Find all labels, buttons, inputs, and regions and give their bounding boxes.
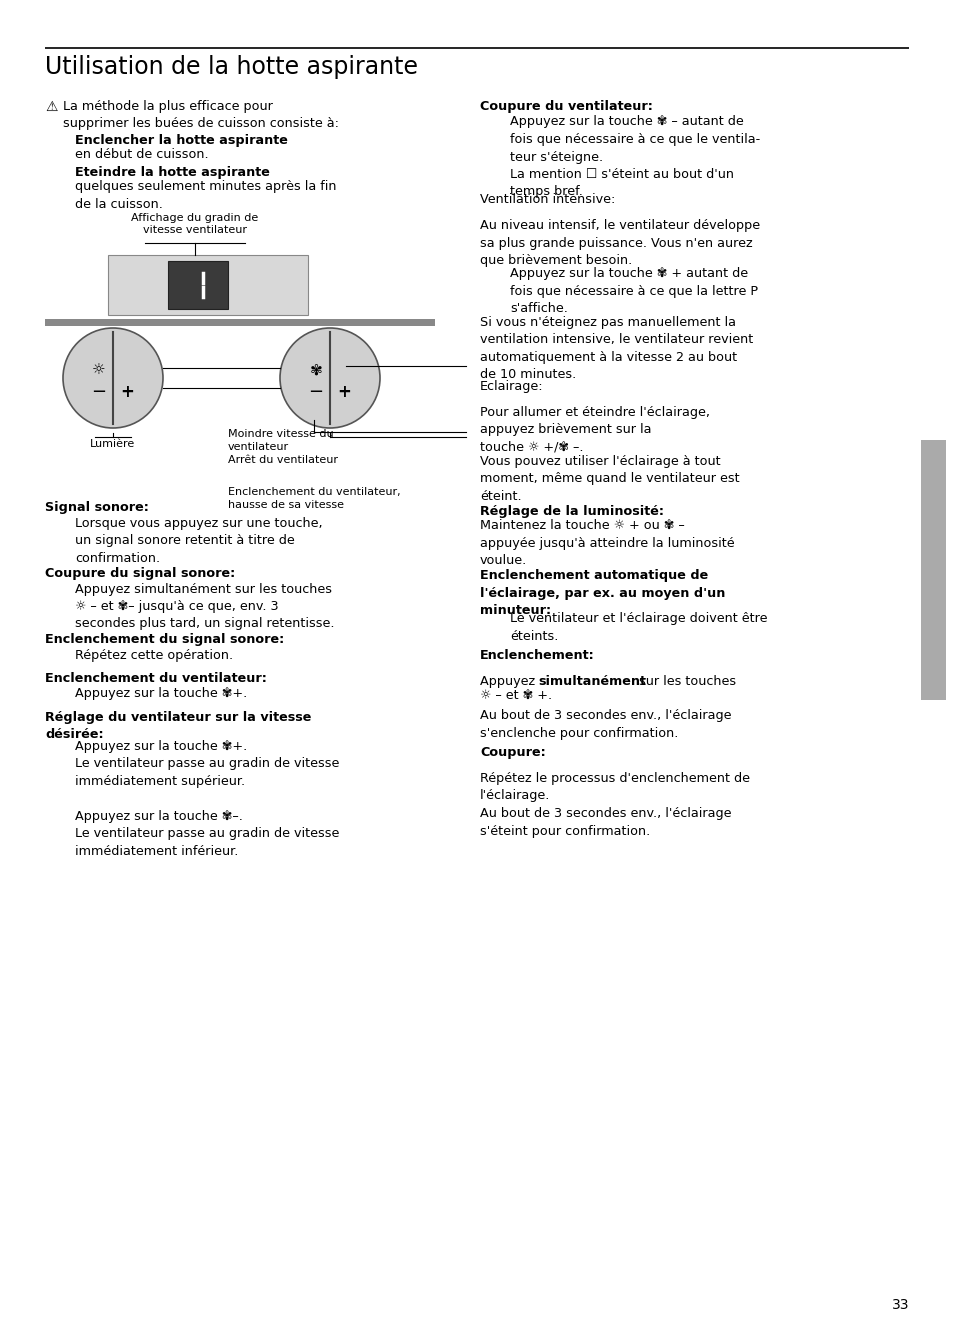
Text: ✾: ✾: [310, 362, 322, 378]
Text: simultanément: simultanément: [537, 675, 645, 688]
Text: Lorsque vous appuyez sur une touche,
un signal sonore retentit à titre de
confir: Lorsque vous appuyez sur une touche, un …: [75, 517, 322, 565]
Text: Appuyez sur la touche ✾+.: Appuyez sur la touche ✾+.: [75, 687, 247, 700]
Text: sur les touches: sur les touches: [635, 675, 736, 688]
Text: Enclenchement du ventilateur,
hausse de sa vitesse: Enclenchement du ventilateur, hausse de …: [228, 487, 400, 509]
Text: Eteindre la hotte aspirante: Eteindre la hotte aspirante: [75, 166, 270, 179]
Text: ☼ – et ✾ +.: ☼ – et ✾ +.: [479, 690, 552, 701]
Text: Pour allumer et éteindre l'éclairage,
appuyez brièvement sur la
touche ☼ +/✾ –.: Pour allumer et éteindre l'éclairage, ap…: [479, 406, 709, 453]
Text: 33: 33: [890, 1298, 908, 1311]
Bar: [168, 261, 228, 309]
Text: Affichage du gradin de
vitesse ventilateur: Affichage du gradin de vitesse ventilate…: [132, 213, 258, 236]
Text: Réglage de la luminosité:: Réglage de la luminosité:: [479, 505, 663, 518]
Circle shape: [280, 328, 379, 428]
Text: Vous pouvez utiliser l'éclairage à tout
moment, même quand le ventilateur est
ét: Vous pouvez utiliser l'éclairage à tout …: [479, 455, 739, 503]
Text: +: +: [336, 383, 351, 400]
Text: Répétez le processus d'enclenchement de
l'éclairage.: Répétez le processus d'enclenchement de …: [479, 772, 749, 802]
Text: Enclenchement:: Enclenchement:: [479, 648, 594, 662]
Text: Enclenchement automatique de
l'éclairage, par ex. au moyen d'un
minuteur:: Enclenchement automatique de l'éclairage…: [479, 569, 724, 617]
Text: Au bout de 3 secondes env., l'éclairage
s'éteint pour confirmation.: Au bout de 3 secondes env., l'éclairage …: [479, 808, 731, 838]
Text: Coupure du ventilateur:: Coupure du ventilateur:: [479, 99, 652, 113]
Text: Signal sonore:: Signal sonore:: [45, 501, 149, 514]
Circle shape: [63, 328, 163, 428]
Text: Appuyez sur la touche ✾+.
Le ventilateur passe au gradin de vitesse
immédiatemen: Appuyez sur la touche ✾+. Le ventilateur…: [75, 740, 339, 858]
Text: quelques seulement minutes après la fin
de la cuisson.: quelques seulement minutes après la fin …: [75, 180, 336, 211]
Text: en début de cuisson.: en début de cuisson.: [75, 149, 209, 160]
Text: La méthode la plus efficace pour
supprimer les buées de cuisson consiste à:: La méthode la plus efficace pour supprim…: [63, 99, 338, 130]
Text: Enclenchement du signal sonore:: Enclenchement du signal sonore:: [45, 633, 284, 646]
Text: Répétez cette opération.: Répétez cette opération.: [75, 648, 233, 662]
Text: Utilisation de la hotte aspirante: Utilisation de la hotte aspirante: [45, 54, 417, 80]
Text: Appuyez simultanément sur les touches
☼ – et ✾– jusqu'à ce que, env. 3
secondes : Appuyez simultanément sur les touches ☼ …: [75, 582, 335, 630]
Text: −: −: [91, 383, 107, 400]
Text: ☼: ☼: [92, 362, 106, 378]
Text: Moindre vitesse du
ventilateur
Arrêt du ventilateur: Moindre vitesse du ventilateur Arrêt du …: [228, 430, 337, 464]
Text: Enclencher la hotte aspirante: Enclencher la hotte aspirante: [75, 134, 288, 147]
Text: Réglage du ventilateur sur la vitesse
désirée:: Réglage du ventilateur sur la vitesse dé…: [45, 711, 311, 741]
Text: Coupure du signal sonore:: Coupure du signal sonore:: [45, 568, 235, 579]
Text: Ventilation intensive:: Ventilation intensive:: [479, 194, 615, 206]
Bar: [45, 320, 435, 326]
Text: Appuyez sur la touche ✾ – autant de
fois que nécessaire à ce que le ventila-
teu: Appuyez sur la touche ✾ – autant de fois…: [510, 115, 760, 199]
Bar: [920, 440, 945, 700]
Text: Le ventilateur et l'éclairage doivent être
éteints.: Le ventilateur et l'éclairage doivent êt…: [510, 613, 767, 643]
Text: Si vous n'éteignez pas manuellement la
ventilation intensive, le ventilateur rev: Si vous n'éteignez pas manuellement la v…: [479, 316, 753, 382]
Text: Lumière: Lumière: [91, 439, 135, 450]
Text: Appuyez: Appuyez: [479, 675, 538, 688]
Bar: [108, 255, 308, 316]
Text: +: +: [120, 383, 133, 400]
Text: Eclairage:: Eclairage:: [479, 381, 543, 392]
Text: Enclenchement du ventilateur:: Enclenchement du ventilateur:: [45, 672, 267, 686]
Text: Coupure:: Coupure:: [479, 747, 545, 758]
Text: Maintenez la touche ☼ + ou ✾ –
appuyée jusqu'à atteindre la luminosité
voulue.: Maintenez la touche ☼ + ou ✾ – appuyée j…: [479, 518, 734, 568]
Text: Au bout de 3 secondes env., l'éclairage
s'enclenche pour confirmation.: Au bout de 3 secondes env., l'éclairage …: [479, 709, 731, 740]
Text: −: −: [308, 383, 323, 400]
Text: ⚠: ⚠: [45, 99, 57, 114]
Text: Au niveau intensif, le ventilateur développe
sa plus grande puissance. Vous n'en: Au niveau intensif, le ventilateur dével…: [479, 219, 760, 267]
Text: Appuyez sur la touche ✾ + autant de
fois que nécessaire à ce que la lettre P
s'a: Appuyez sur la touche ✾ + autant de fois…: [510, 268, 758, 316]
